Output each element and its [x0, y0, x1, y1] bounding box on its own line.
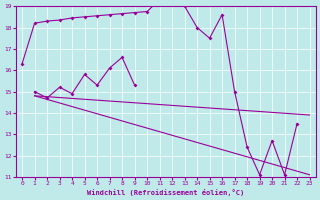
X-axis label: Windchill (Refroidissement éolien,°C): Windchill (Refroidissement éolien,°C) [87, 189, 244, 196]
